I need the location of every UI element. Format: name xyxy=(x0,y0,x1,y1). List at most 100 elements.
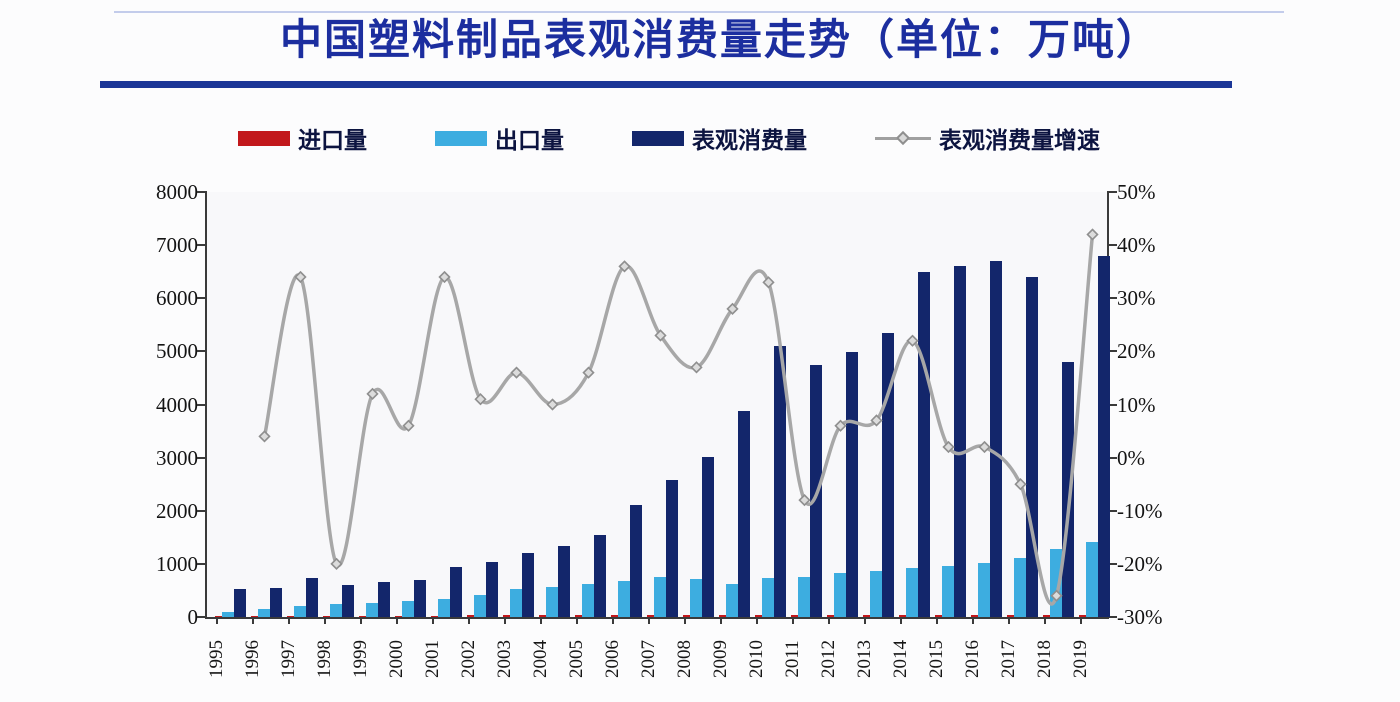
y-axis-left-tick xyxy=(197,616,207,618)
export-bar-2014 xyxy=(906,568,918,617)
y-axis-left-label: 3000 xyxy=(156,445,198,470)
consumption-bar-2012 xyxy=(846,352,858,617)
y-axis-left-tick xyxy=(197,191,207,193)
export-bar-1995 xyxy=(222,612,234,617)
growth-point-marker xyxy=(366,387,379,401)
growth-point-marker xyxy=(1014,478,1027,491)
legend-label-export: 出口量 xyxy=(495,127,564,153)
growth-point-marker xyxy=(726,302,739,316)
legend-item-export: 出口量 xyxy=(435,121,564,155)
legend-item-import: 进口量 xyxy=(238,121,367,155)
y-axis-right-label: 30% xyxy=(1117,286,1156,311)
x-axis-tick xyxy=(216,617,218,624)
export-bar-2000 xyxy=(402,601,414,617)
export-bar-2004 xyxy=(546,587,558,617)
consumption-bar-1999 xyxy=(378,582,390,617)
x-axis-tick xyxy=(468,617,470,624)
growth-point-marker xyxy=(870,414,883,427)
consumption-bar-2015 xyxy=(954,266,966,617)
y-axis-left-tick xyxy=(197,456,207,459)
chart-title: 中国塑料制品表观消费量走势（单位：万吨） xyxy=(279,16,1160,63)
x-axis-tick xyxy=(936,617,938,624)
x-axis-tick xyxy=(720,617,722,624)
x-axis-tick xyxy=(684,617,686,624)
import-bar-1999 xyxy=(359,616,366,617)
legend: 进口量 出口量 表观消费量 表观消费量增速 xyxy=(238,122,1100,154)
y-axis-right-tick xyxy=(1107,191,1117,193)
growth-point-marker xyxy=(474,393,487,406)
y-axis-right-label: -30% xyxy=(1117,605,1163,629)
export-bar-2017 xyxy=(1014,558,1026,617)
y-axis-left-label: 7000 xyxy=(156,233,198,258)
growth-point-marker xyxy=(762,276,775,289)
x-axis-tick xyxy=(1008,617,1010,624)
x-axis-tick xyxy=(612,617,614,624)
import-bar-1998 xyxy=(323,616,330,617)
export-bar-2010 xyxy=(762,578,774,617)
growth-point-marker xyxy=(402,419,415,432)
x-axis-tick xyxy=(540,617,542,624)
export-bar-2005 xyxy=(582,584,594,617)
export-bar-1999 xyxy=(366,603,378,617)
consumption-bar-1998 xyxy=(342,585,354,617)
growth-point-marker xyxy=(582,366,595,379)
consumption-bar-1995 xyxy=(234,589,246,617)
import-bar-2018 xyxy=(1043,615,1050,617)
consumption-bar-2007 xyxy=(666,480,678,617)
legend-label-consumption: 表观消费量 xyxy=(692,127,807,153)
x-axis-tick xyxy=(288,617,290,624)
y-axis-right-label: -20% xyxy=(1117,551,1163,576)
import-bar-2014 xyxy=(899,615,906,617)
x-axis-tick xyxy=(900,617,902,624)
y-axis-right-tick xyxy=(1107,350,1117,353)
export-bar-2002 xyxy=(474,595,486,617)
growth-point-marker xyxy=(942,440,955,454)
growth-line-swatch xyxy=(875,130,931,146)
x-axis-tick xyxy=(252,617,254,624)
consumption-bar-2019 xyxy=(1098,256,1110,617)
import-bar-2019 xyxy=(1079,615,1086,617)
consumption-bar-2008 xyxy=(702,457,714,617)
y-axis-right-label: 0% xyxy=(1117,445,1145,470)
export-bar-2016 xyxy=(978,563,990,617)
y-axis-right-tick xyxy=(1107,456,1117,459)
consumption-bar-2002 xyxy=(486,562,498,617)
x-axis-tick xyxy=(828,617,830,624)
growth-point-marker xyxy=(1050,589,1063,602)
export-bar-2018 xyxy=(1050,549,1062,617)
legend-label-growth: 表观消费量增速 xyxy=(939,127,1100,153)
consumption-bar-2004 xyxy=(558,546,570,617)
import-bar-2000 xyxy=(395,616,402,617)
growth-point-marker xyxy=(978,440,991,454)
x-axis-tick xyxy=(504,617,506,624)
import-bar-1995 xyxy=(215,616,222,617)
export-bar-2011 xyxy=(798,577,810,617)
x-axis-tick xyxy=(576,617,578,624)
x-axis-tick xyxy=(432,617,434,624)
import-bar-2009 xyxy=(719,615,726,617)
growth-point-marker xyxy=(798,493,811,507)
x-axis-tick xyxy=(1044,617,1046,624)
import-bar-2011 xyxy=(791,615,798,617)
x-axis-tick xyxy=(360,617,362,624)
x-axis-tick xyxy=(972,617,974,624)
y-axis-right-tick xyxy=(1107,509,1117,512)
y-axis-left-label: 4000 xyxy=(156,392,198,417)
consumption-bar-2003 xyxy=(522,553,534,617)
top-border-line xyxy=(114,11,1284,13)
y-axis-right-tick xyxy=(1107,297,1117,300)
import-bar-2015 xyxy=(935,615,942,617)
export-bar-2006 xyxy=(618,581,630,617)
consumption-bar-2009 xyxy=(738,411,750,617)
y-axis-right-label: 10% xyxy=(1117,392,1156,417)
title-underline xyxy=(100,81,1232,88)
y-axis-left-tick xyxy=(197,297,207,300)
export-bar-2019 xyxy=(1086,542,1098,617)
growth-diamond-marker-icon xyxy=(895,130,911,145)
x-axis-tick xyxy=(1080,617,1082,624)
import-bar-2016 xyxy=(971,615,978,617)
y-axis-right-tick xyxy=(1107,562,1117,565)
import-bar-2006 xyxy=(611,615,618,617)
consumption-bar-2016 xyxy=(990,261,1002,617)
growth-point-marker xyxy=(906,334,919,347)
